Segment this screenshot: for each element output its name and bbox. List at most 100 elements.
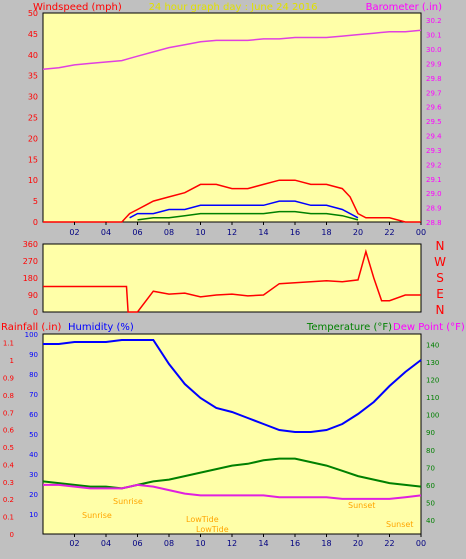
annotation-sunrise-left: Sunrise	[82, 511, 112, 520]
temp-y-tick-90: 90	[426, 429, 435, 437]
x-tick-bottom-16: 16	[290, 539, 300, 548]
temp-y-tick-130: 130	[426, 359, 439, 367]
rain-y-tick-0.4: 0.4	[3, 461, 15, 469]
temp-y-tick-70: 70	[426, 464, 435, 472]
annotation-sunrise: Sunrise	[113, 497, 143, 506]
temp-y-tick-60: 60	[426, 482, 435, 490]
x-tick-bottom-00: 00	[416, 539, 426, 548]
x-tick-top-22: 22	[384, 228, 394, 237]
x-tick-top-18: 18	[321, 228, 331, 237]
humidity-y-tick-100: 100	[25, 331, 38, 339]
dir-y-tick-0: 0	[33, 308, 38, 317]
annotation-lowtide: LowTide	[186, 515, 219, 524]
x-tick-bottom-04: 04	[101, 539, 111, 548]
dir-y-tick-360: 360	[23, 240, 38, 249]
humidity-y-tick-20: 20	[29, 491, 38, 499]
baro-y-tick-29.0: 29.0	[426, 190, 442, 198]
humidity-axis-label: Humidity (%)	[68, 322, 134, 333]
temp-y-tick-120: 120	[426, 377, 439, 385]
baro-y-tick-29.4: 29.4	[426, 133, 442, 141]
baro-y-tick-29.1: 29.1	[426, 176, 442, 184]
rain-y-tick-0.6: 0.6	[3, 427, 15, 435]
x-tick-bottom-06: 06	[132, 539, 142, 548]
baro-y-tick-29.3: 29.3	[426, 147, 442, 155]
rain-y-tick-1: 1	[10, 357, 14, 365]
x-tick-bottom-02: 02	[69, 539, 79, 548]
barometer-axis-label: Barometer (.in)	[366, 2, 442, 13]
baro-y-tick-29.6: 29.6	[426, 104, 442, 112]
barometer-line	[42, 29, 422, 70]
x-tick-bottom-18: 18	[321, 539, 331, 548]
humidity-y-tick-50: 50	[29, 431, 38, 439]
x-tick-top-16: 16	[290, 228, 300, 237]
rain-y-tick-1.1: 1.1	[3, 340, 14, 348]
humidity-y-tick-60: 60	[29, 411, 38, 419]
wind-y-tick-30: 30	[28, 93, 38, 102]
wind-y-tick-35: 35	[28, 72, 38, 81]
temperature-axis-label: Temperature (°F)	[306, 322, 392, 333]
wind-direction-line	[43, 248, 421, 313]
baro-y-tick-29.7: 29.7	[426, 89, 442, 97]
x-tick-top-14: 14	[258, 228, 268, 237]
x-tick-bottom-08: 08	[164, 539, 174, 548]
humidity-y-tick-80: 80	[29, 371, 38, 379]
dir-y-tick-180: 180	[23, 274, 38, 283]
rain-y-tick-0.9: 0.9	[3, 374, 14, 382]
wind-gust-line	[43, 179, 421, 223]
humidity-y-tick-90: 90	[29, 351, 38, 359]
x-tick-bottom-20: 20	[353, 539, 363, 548]
annotation-lowtide-low: LowTide	[196, 525, 229, 534]
direction-panel	[42, 243, 422, 313]
rain-y-tick-0.7: 0.7	[3, 409, 14, 417]
baro-y-tick-29.2: 29.2	[426, 161, 442, 169]
x-tick-top-02: 02	[69, 228, 79, 237]
baro-y-tick-29.5: 29.5	[426, 118, 442, 126]
x-tick-bottom-22: 22	[384, 539, 394, 548]
rain-y-tick-0.1: 0.1	[3, 514, 14, 522]
humidity-y-tick-40: 40	[29, 451, 38, 459]
temp-y-tick-50: 50	[426, 499, 435, 507]
baro-y-tick-29.8: 29.8	[426, 75, 442, 83]
x-tick-top-20: 20	[353, 228, 363, 237]
x-tick-top-12: 12	[227, 228, 237, 237]
direction-plot	[43, 248, 421, 313]
wind-y-tick-40: 40	[28, 51, 38, 60]
temp-y-tick-80: 80	[426, 447, 435, 455]
baro-y-tick-30.2: 30.2	[426, 17, 442, 25]
x-tick-top-00: 00	[416, 228, 426, 237]
wind-y-tick-0: 0	[33, 218, 38, 227]
humidity-panel	[42, 333, 422, 535]
rainfall-axis-label: Rainfall (.in)	[1, 322, 62, 333]
dewpoint-line	[43, 483, 422, 500]
rain-y-tick-0.2: 0.2	[3, 496, 14, 504]
annotation-sunset-right: Sunset	[386, 520, 413, 529]
compass-label-s: S	[436, 271, 444, 285]
humidity-plot	[42, 339, 422, 500]
axes: 0202040406060808101012121414161618182020…	[3, 9, 442, 548]
temperature-line	[42, 457, 422, 490]
baro-y-tick-29.9: 29.9	[426, 60, 442, 68]
wind-y-tick-10: 10	[28, 176, 38, 185]
humidity-y-tick-10: 10	[29, 511, 38, 519]
wind-y-tick-5: 5	[33, 197, 38, 206]
wind-plot	[42, 29, 422, 223]
baro-y-tick-30.1: 30.1	[426, 32, 442, 40]
baro-y-tick-28.9: 28.9	[426, 205, 442, 213]
temp-y-tick-40: 40	[426, 517, 435, 525]
rain-y-tick-0.3: 0.3	[3, 479, 14, 487]
wind-panel	[42, 12, 422, 223]
wind-y-tick-20: 20	[28, 134, 38, 143]
compass-label-e: E	[436, 287, 444, 301]
compass-label-n-bottom: N	[436, 303, 445, 317]
x-tick-bottom-14: 14	[258, 539, 268, 548]
windspeed-axis-label: Windspeed (mph)	[33, 2, 122, 13]
wind-y-tick-25: 25	[28, 114, 38, 123]
temp-y-tick-140: 140	[426, 342, 439, 350]
dewpoint-axis-label: Dew Point (°F)	[393, 322, 465, 333]
x-tick-bottom-10: 10	[195, 539, 205, 548]
graph-title: 24 hour graph day : June 24 2016	[149, 2, 318, 13]
wind-y-tick-50: 50	[28, 9, 38, 18]
baro-y-tick-28.8: 28.8	[426, 219, 442, 227]
temp-y-tick-110: 110	[426, 394, 439, 402]
